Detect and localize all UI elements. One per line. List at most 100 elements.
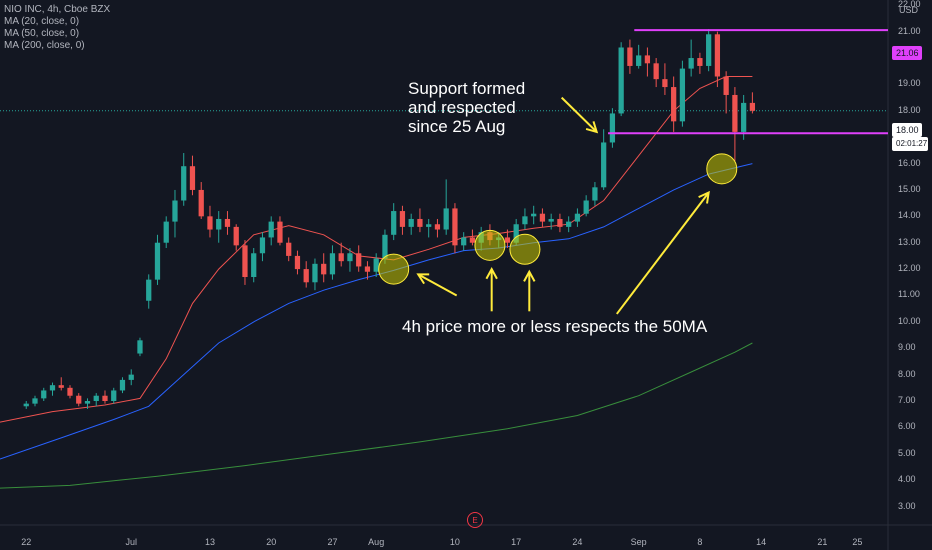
price-axis-label: 7.00 [898,395,916,405]
candle-body [216,218,222,230]
candle-body [391,211,397,235]
candle-body [294,255,301,270]
candle-body [461,237,467,246]
candle-body [504,237,511,243]
candle [303,261,309,288]
candle [41,387,47,402]
candle-body [636,55,642,66]
candle-body [732,94,738,132]
candle [391,203,397,241]
arrow-shaft [560,96,598,133]
highlight-circle [378,253,410,285]
time-axis-label: 17 [511,537,522,547]
candle-body [688,58,694,69]
highlight-circle [474,229,506,261]
candle-body [181,166,187,201]
arrow-shaft [615,191,710,315]
price-axis-label: 5.00 [898,447,916,458]
candle-body [268,221,274,238]
price-axis-label: 21.00 [898,25,921,36]
candle-body [443,208,449,230]
support-annotation: Support formed and respected since 25 Au… [408,79,526,136]
price-axis-label: 8.00 [898,368,916,379]
candle-body [242,245,248,278]
candle [338,242,344,267]
price-axis-label: 13.00 [898,236,921,247]
candle [688,39,694,77]
arrow-shaft [417,273,458,297]
candle [251,247,257,283]
candle-body [146,279,152,301]
candle [609,108,616,148]
time-axis-label: 8 [697,537,703,547]
candle [592,182,598,206]
candle-body [609,113,616,143]
time-axis-label: Sep [630,537,647,547]
arrow [416,273,458,297]
candle [469,229,476,246]
candle [163,216,169,248]
price-axis-label: 22.00 [898,0,921,10]
time-axis-label: Jul [125,537,137,547]
candle [58,377,64,391]
arrow [523,269,536,312]
candle [111,387,117,404]
candle-body [697,58,703,66]
time-axis-label: 20 [266,537,277,547]
candle-body [469,237,476,243]
indicator-ma50[interactable]: MA (50, close, 0) [4,28,80,39]
candle-body [93,395,99,402]
candle-body [566,221,572,227]
candle-body [23,403,29,407]
candle-body [426,224,432,227]
resistance-price-tag: 21.06 [892,46,922,60]
candle [189,155,196,196]
arrow [560,96,599,134]
arrow-head [485,267,498,280]
candle-body [408,218,414,227]
candle [749,92,756,114]
symbol-line: NIO INC, 4h, Cboe BZX [4,4,111,15]
currency-label[interactable]: USD [899,5,919,15]
indicator-ma20[interactable]: MA (20, close, 0) [4,16,80,27]
candle-body [233,226,239,246]
price-axis-label: 9.00 [898,342,916,353]
highlight-circles [378,153,738,285]
candle-body [102,395,108,402]
candle [706,29,712,72]
candle-body [137,340,143,354]
candle [268,216,274,246]
candle-body [373,258,379,272]
candle [23,401,29,409]
candle [566,216,572,233]
candle [531,205,537,225]
price-axis-label: 6.00 [898,421,916,432]
candle [671,76,677,132]
arrow-head [698,190,710,204]
candle-body [364,266,371,272]
candle [723,71,729,114]
candle [557,213,563,233]
candle [32,395,38,407]
candle [312,258,318,291]
candle-body [277,221,283,243]
arrow-head [523,269,536,282]
time-axis-label: 21 [817,537,828,547]
candle [146,274,152,309]
candle-body [128,374,134,380]
candle [618,42,624,117]
candle [399,205,406,235]
candle [697,52,703,74]
earnings-event-marker[interactable]: E [467,512,483,528]
candle-body [163,221,169,243]
candle [539,208,546,227]
time-axis-label: Aug [368,537,385,547]
candle-body [58,385,64,388]
arrow-head [416,273,430,285]
indicator-ma200[interactable]: MA (200, close, 0) [4,40,85,51]
candle-body [41,390,47,399]
highlight-circle [706,153,738,185]
candle [504,229,511,248]
annotation-arrows [416,96,710,315]
